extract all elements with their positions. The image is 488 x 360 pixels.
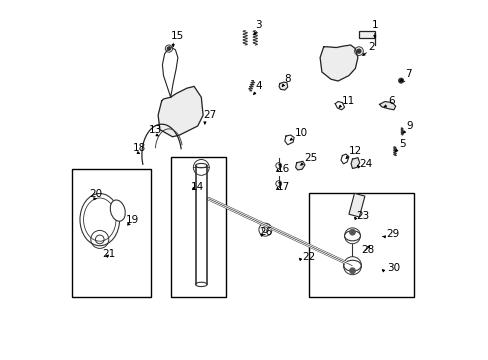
Text: 17: 17 <box>276 182 289 192</box>
Text: 12: 12 <box>348 146 362 156</box>
Polygon shape <box>350 158 359 168</box>
Text: 6: 6 <box>387 96 394 106</box>
Polygon shape <box>379 102 395 110</box>
Ellipse shape <box>195 282 206 287</box>
Ellipse shape <box>83 198 116 241</box>
Text: 11: 11 <box>341 96 354 106</box>
Text: 19: 19 <box>125 215 139 225</box>
Bar <box>348 193 364 217</box>
Polygon shape <box>320 45 357 81</box>
Text: 1: 1 <box>371 20 378 30</box>
Circle shape <box>167 47 170 50</box>
Polygon shape <box>295 161 305 170</box>
Text: 30: 30 <box>386 263 399 273</box>
Text: 22: 22 <box>302 252 315 262</box>
Text: 9: 9 <box>406 121 412 131</box>
Text: 15: 15 <box>170 31 183 41</box>
Circle shape <box>349 229 355 235</box>
Text: 23: 23 <box>355 211 368 221</box>
Polygon shape <box>279 82 287 90</box>
Text: 14: 14 <box>190 182 203 192</box>
Ellipse shape <box>110 200 125 221</box>
Polygon shape <box>158 86 203 137</box>
Text: 3: 3 <box>255 20 262 30</box>
Text: 29: 29 <box>386 229 399 239</box>
Text: 8: 8 <box>284 74 290 84</box>
Circle shape <box>398 78 403 83</box>
Text: 20: 20 <box>89 189 102 199</box>
Text: 10: 10 <box>294 128 307 138</box>
Text: 25: 25 <box>303 153 317 163</box>
Bar <box>72 169 151 297</box>
Bar <box>309 193 413 297</box>
Text: 27: 27 <box>203 110 216 120</box>
Bar <box>358 31 374 38</box>
Ellipse shape <box>344 231 360 241</box>
Text: 2: 2 <box>368 42 375 52</box>
Text: 21: 21 <box>102 249 115 259</box>
Text: 7: 7 <box>404 69 410 79</box>
Circle shape <box>349 268 355 274</box>
Text: 26: 26 <box>258 227 272 237</box>
Bar <box>170 157 226 297</box>
Text: 28: 28 <box>361 245 374 255</box>
Circle shape <box>356 49 361 53</box>
Text: 4: 4 <box>255 81 262 91</box>
Text: 24: 24 <box>359 159 372 169</box>
Text: 13: 13 <box>149 125 162 135</box>
Ellipse shape <box>80 194 120 246</box>
Text: 16: 16 <box>276 164 289 174</box>
Ellipse shape <box>195 163 206 168</box>
Text: 18: 18 <box>133 143 146 153</box>
Text: 5: 5 <box>399 139 405 149</box>
Ellipse shape <box>343 260 361 271</box>
